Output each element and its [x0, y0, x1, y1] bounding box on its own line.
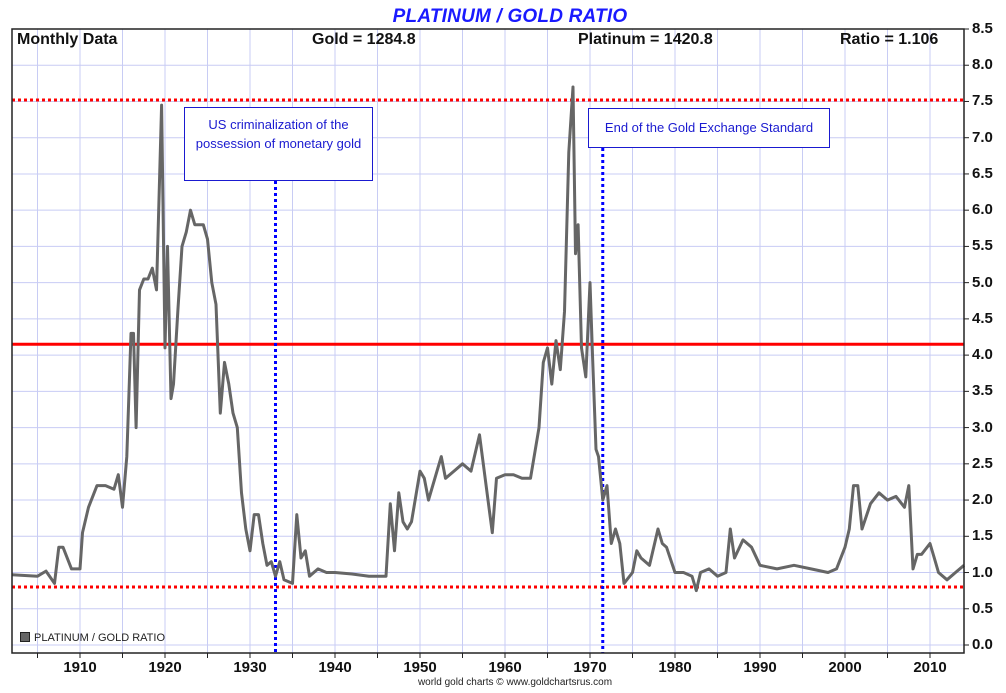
- y-tick-label: 3.5: [972, 382, 993, 400]
- x-tick-label: 1990: [743, 659, 777, 676]
- x-tick-label: 1920: [148, 659, 182, 676]
- x-tick-label: 1960: [488, 659, 522, 676]
- x-tick-label: 1970: [573, 659, 607, 676]
- y-tick-label: 7.0: [972, 128, 993, 146]
- y-tick-label: 5.0: [972, 273, 993, 291]
- ratio-line: [11, 85, 965, 593]
- monthly-data-label: Monthly Data: [17, 31, 118, 48]
- y-tick-label: 7.5: [972, 92, 993, 110]
- y-tick-label: 2.5: [972, 454, 993, 472]
- y-tick-label: 3.0: [972, 418, 993, 436]
- x-tick-label: 1950: [403, 659, 437, 676]
- y-tick-label: 4.0: [972, 346, 993, 364]
- chart-title: PLATINUM / GOLD RATIO: [392, 6, 628, 27]
- y-tick-label: 6.0: [972, 201, 993, 219]
- x-tick-label: 2010: [913, 659, 947, 676]
- platinum-price: Platinum = 1420.8: [578, 31, 713, 48]
- y-tick-label: 8.5: [972, 20, 993, 37]
- y-tick-label: 8.0: [972, 56, 993, 74]
- annotation-criminalization: US criminalization of the possession of …: [184, 107, 373, 181]
- axis-ticks: [37, 28, 969, 658]
- legend-swatch: [20, 632, 30, 642]
- credit-text: world gold charts © www.goldchartsrus.co…: [417, 677, 613, 688]
- y-tick-label: 0.0: [972, 636, 993, 653]
- legend: PLATINUM / GOLD RATIO: [20, 632, 165, 644]
- y-tick-label: 2.0: [972, 491, 993, 509]
- y-tick-label: 4.5: [972, 309, 993, 327]
- plot-frame: [11, 28, 965, 654]
- y-tick-label: 1.5: [972, 527, 993, 545]
- legend-label: PLATINUM / GOLD RATIO: [34, 632, 165, 644]
- annotation-gold-exchange: End of the Gold Exchange Standard: [588, 108, 830, 148]
- gold-price: Gold = 1284.8: [312, 31, 416, 48]
- x-tick-label: 1910: [63, 659, 97, 676]
- y-tick-label: 5.5: [972, 237, 993, 255]
- x-tick-label: 1980: [658, 659, 692, 676]
- y-tick-label: 0.5: [972, 599, 993, 617]
- y-tick-label: 1.0: [972, 563, 993, 581]
- y-tick-label: 6.5: [972, 164, 993, 182]
- x-tick-label: 1930: [233, 659, 267, 676]
- ratio-value: Ratio = 1.106: [840, 31, 939, 48]
- x-tick-label: 1940: [318, 659, 352, 676]
- x-tick-label: 2000: [828, 659, 862, 676]
